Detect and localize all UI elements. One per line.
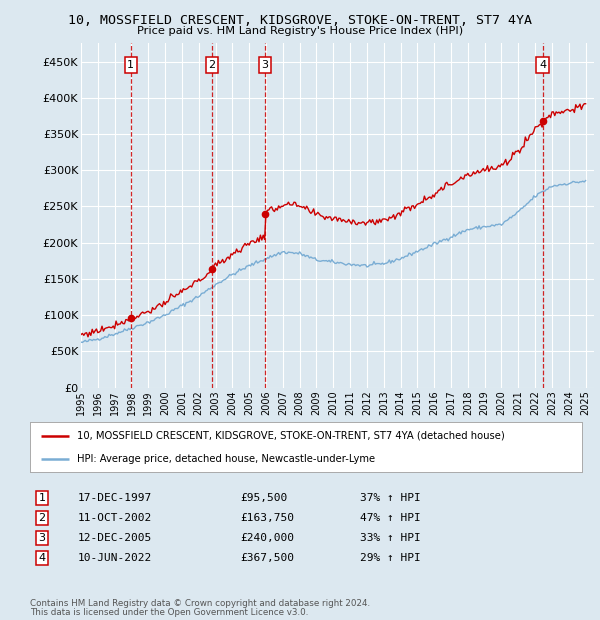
Text: £240,000: £240,000 — [240, 533, 294, 543]
Text: 1: 1 — [38, 493, 46, 503]
Text: 4: 4 — [539, 60, 546, 70]
Text: 11-OCT-2002: 11-OCT-2002 — [78, 513, 152, 523]
Text: 10-JUN-2022: 10-JUN-2022 — [78, 553, 152, 563]
Text: £95,500: £95,500 — [240, 493, 287, 503]
Text: 47% ↑ HPI: 47% ↑ HPI — [360, 513, 421, 523]
Text: 33% ↑ HPI: 33% ↑ HPI — [360, 533, 421, 543]
Text: Price paid vs. HM Land Registry's House Price Index (HPI): Price paid vs. HM Land Registry's House … — [137, 26, 463, 36]
Text: HPI: Average price, detached house, Newcastle-under-Lyme: HPI: Average price, detached house, Newc… — [77, 453, 375, 464]
Text: 1: 1 — [127, 60, 134, 70]
Text: 10, MOSSFIELD CRESCENT, KIDSGROVE, STOKE-ON-TRENT, ST7 4YA: 10, MOSSFIELD CRESCENT, KIDSGROVE, STOKE… — [68, 14, 532, 27]
Text: 4: 4 — [38, 553, 46, 563]
Text: £163,750: £163,750 — [240, 513, 294, 523]
Text: 3: 3 — [38, 533, 46, 543]
Text: 17-DEC-1997: 17-DEC-1997 — [78, 493, 152, 503]
Text: 3: 3 — [262, 60, 269, 70]
Text: 29% ↑ HPI: 29% ↑ HPI — [360, 553, 421, 563]
Text: Contains HM Land Registry data © Crown copyright and database right 2024.: Contains HM Land Registry data © Crown c… — [30, 598, 370, 608]
Text: 2: 2 — [208, 60, 215, 70]
Text: 2: 2 — [38, 513, 46, 523]
Text: 10, MOSSFIELD CRESCENT, KIDSGROVE, STOKE-ON-TRENT, ST7 4YA (detached house): 10, MOSSFIELD CRESCENT, KIDSGROVE, STOKE… — [77, 430, 505, 440]
Text: 12-DEC-2005: 12-DEC-2005 — [78, 533, 152, 543]
Text: This data is licensed under the Open Government Licence v3.0.: This data is licensed under the Open Gov… — [30, 608, 308, 617]
Text: £367,500: £367,500 — [240, 553, 294, 563]
Text: 37% ↑ HPI: 37% ↑ HPI — [360, 493, 421, 503]
